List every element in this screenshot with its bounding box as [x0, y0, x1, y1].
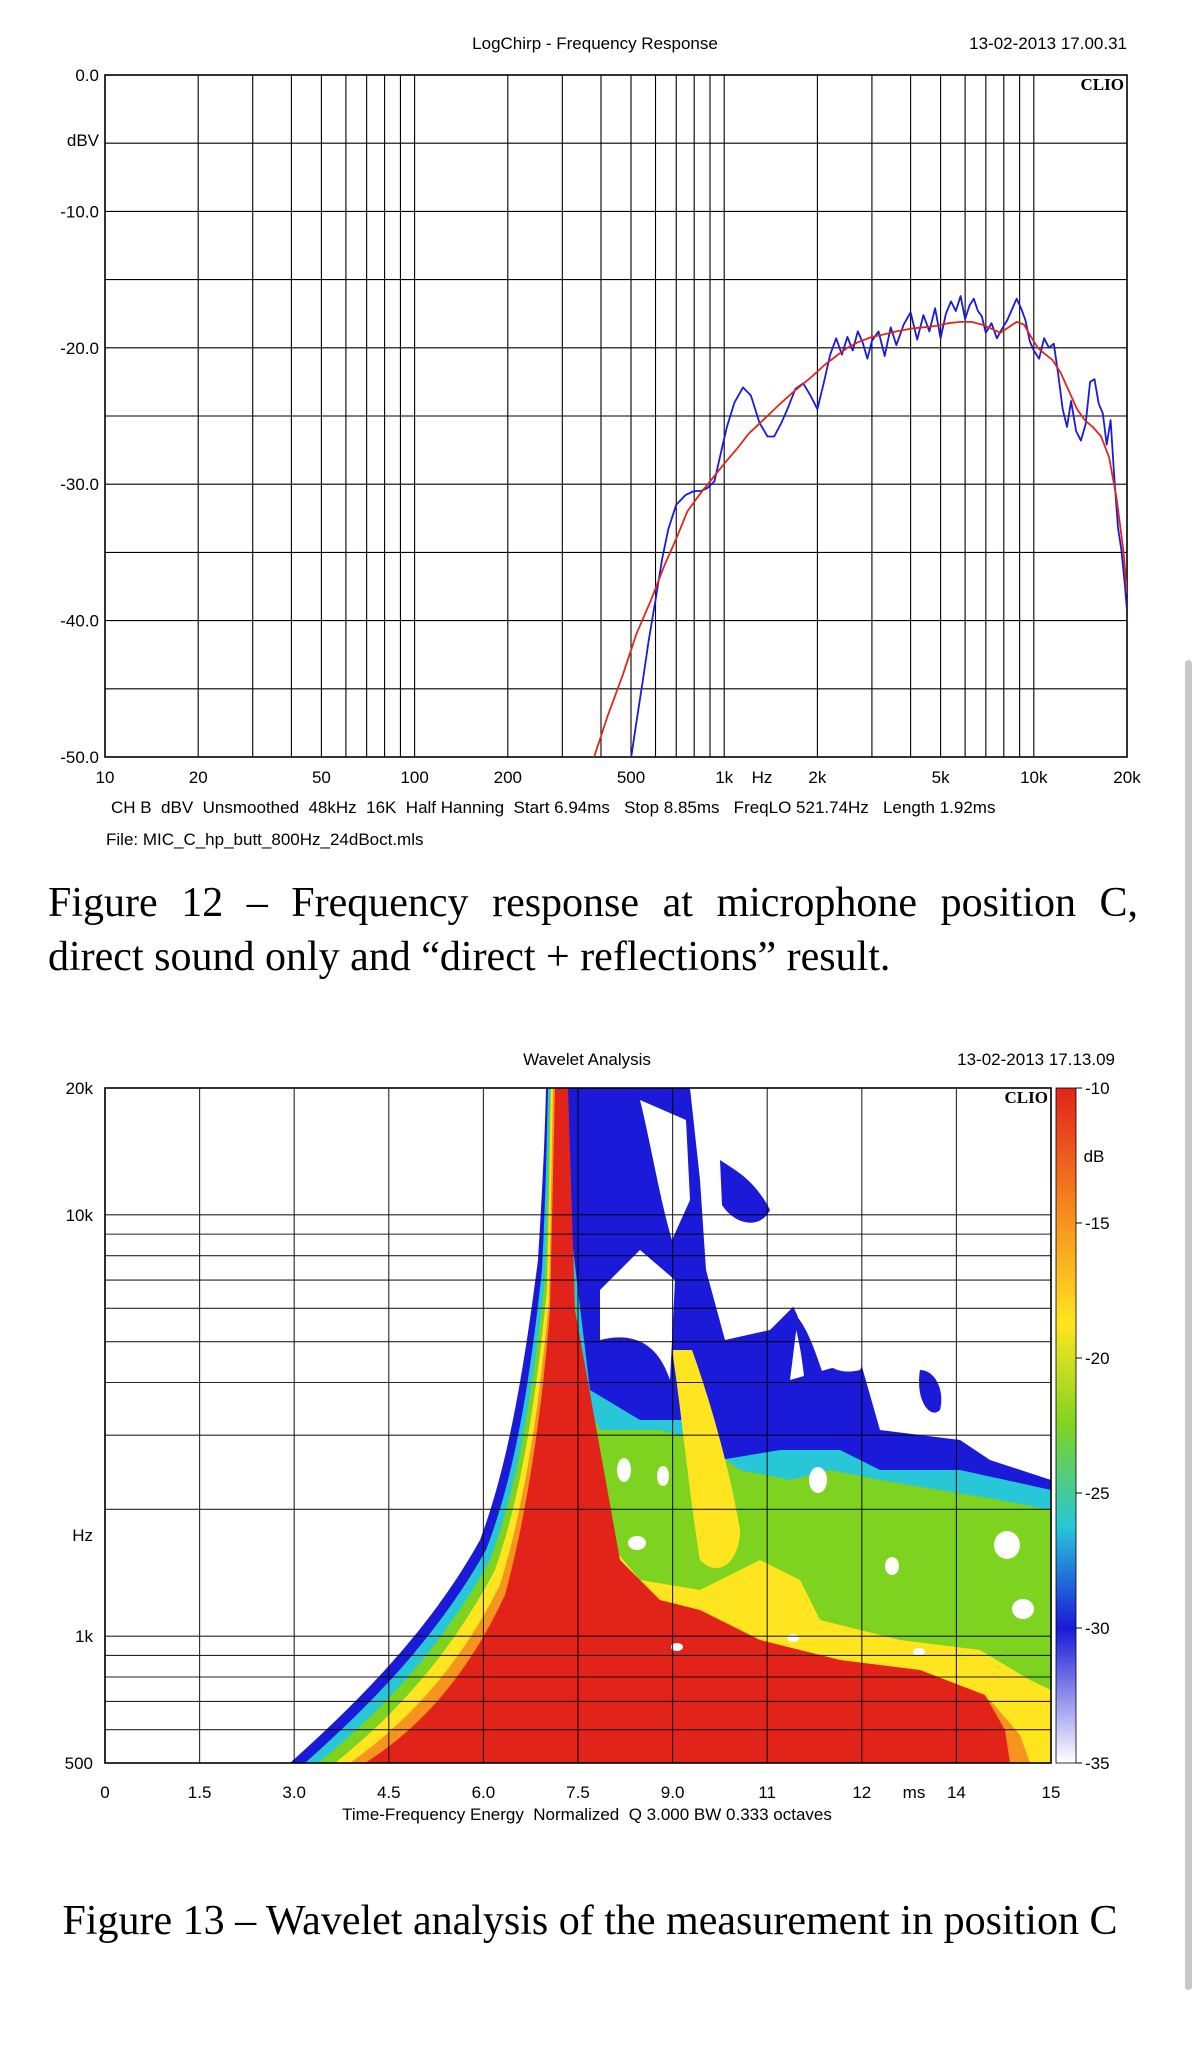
colorbar-tick-label: -10	[1085, 1079, 1110, 1098]
chart1-x-tick-label: 10	[96, 768, 115, 787]
chart1-file-line: File: MIC_C_hp_butt_800Hz_24dBoct.mls	[106, 830, 424, 849]
chart2-x-tick-label: 15	[1042, 1783, 1061, 1802]
chart1-title: LogChirp - Frequency Response	[472, 34, 718, 53]
chart1-x-tick-label: 500	[617, 768, 645, 787]
chart1-x-tick-label: 200	[494, 768, 522, 787]
heatmap-hole-10	[913, 1648, 925, 1656]
chart2-x-tick-label: 7.5	[566, 1783, 590, 1802]
chart2-plot-frame	[104, 1087, 1052, 1764]
chart1-y-tick-label: -10.0	[60, 202, 99, 221]
heatmap-hole-9	[787, 1634, 799, 1642]
colorbar-tick-label: -25	[1085, 1484, 1110, 1503]
chart1-brand-logo: CLIO	[1081, 75, 1124, 94]
colorbar-label: dB	[1084, 1147, 1105, 1166]
colorbar-tick-label: -30	[1085, 1619, 1110, 1638]
figure-13-caption: Figure 13 – Wavelet analysis of the meas…	[62, 1898, 1118, 1944]
chart1-timestamp: 13-02-2013 17.00.31	[969, 34, 1127, 53]
chart2-x-tick-label: 9.0	[661, 1783, 685, 1802]
chart1-series-smoothed-line	[593, 320, 1127, 757]
heatmap-hole-1	[617, 1458, 631, 1482]
colorbar-tick-label: -20	[1085, 1349, 1110, 1368]
chart1-plot-frame	[104, 74, 1128, 758]
heatmap-gap-3	[640, 1100, 690, 1240]
chart1-x-tick-label: 5k	[932, 768, 950, 787]
chart2-x-tick-label: 12	[852, 1783, 871, 1802]
chart1-series-direct-line	[630, 295, 1127, 757]
chart1-y-tick-label: -20.0	[60, 339, 99, 358]
heatmap-blob-blue-2	[580, 1100, 616, 1171]
wavelet-heatmap	[290, 1088, 1051, 1763]
scrollbar[interactable]	[1185, 660, 1192, 1990]
heatmap-ridge-9ms	[672, 1350, 740, 1569]
chart1-grid	[105, 74, 1127, 758]
chart2-y-tick-label: 20k	[66, 1079, 94, 1098]
chart2-timestamp: 13-02-2013 17.13.09	[957, 1050, 1115, 1069]
chart2-y-tick-label: 500	[65, 1754, 93, 1773]
heatmap-blank-upper-right	[760, 1088, 1051, 1330]
chart1-x-tick-label: 50	[312, 768, 331, 787]
heatmap-blob-blue-4	[919, 1370, 942, 1413]
heatmap-hole-6	[994, 1531, 1020, 1559]
chart2-x-tick-label: 11	[758, 1783, 776, 1802]
figure-12-caption: Figure 12 – Frequency response at microp…	[48, 880, 1138, 980]
heatmap-hole-7	[1012, 1599, 1034, 1619]
chart1-x-tick-label: 100	[400, 768, 428, 787]
chart2-title: Wavelet Analysis	[523, 1050, 651, 1069]
chart1-y-tick-label: 0.0	[75, 66, 99, 85]
heatmap-gap-2	[790, 1280, 880, 1372]
colorbar-tick-label: -15	[1085, 1214, 1110, 1233]
heatmap-hole-3	[628, 1536, 646, 1550]
chart2-x-tick-label: 3.0	[282, 1783, 306, 1802]
chart2-y-axis-label: Hz	[72, 1526, 93, 1545]
heatmap-hole-8	[671, 1643, 683, 1651]
chart2-y-tick-label: 10k	[66, 1206, 94, 1225]
chart1-x-tick-label: 10k	[1020, 768, 1048, 787]
chart1-y-tick-label: -50.0	[60, 748, 99, 767]
chart2-y-tick-label: 1k	[75, 1627, 93, 1646]
heatmap-hole-2	[657, 1466, 669, 1486]
heatmap-level-red	[365, 1088, 1010, 1763]
chart2-x-axis-label: ms	[903, 1783, 926, 1802]
chart2-x-tick-label: 1.5	[188, 1783, 212, 1802]
chart1-x-tick-label: 1k	[715, 768, 733, 787]
chart2-x-tick-label: 4.5	[377, 1783, 401, 1802]
chart2-x-tick-label: 6.0	[472, 1783, 496, 1802]
frequency-response-chart: LogChirp - Frequency Response 13-02-2013…	[60, 34, 1141, 849]
chart1-x-tick-label: 2k	[808, 768, 826, 787]
heatmap-blob-blue-1	[720, 1160, 770, 1223]
chart1-x-tick-label: 20k	[1113, 768, 1141, 787]
chart1-x-tick-label: 20	[189, 768, 208, 787]
chart2-grid	[104, 1087, 1052, 1763]
colorbar-tick-label: -35	[1085, 1754, 1110, 1773]
chart1-y-axis-label: dBV	[67, 131, 100, 150]
chart2-x-tick-label: 14	[947, 1783, 966, 1802]
chart2-y-tick-labels: 20k 10k 1k 500	[65, 1079, 94, 1773]
colorbar-tick-labels: -10 -15 -20 -25 -30 -35	[1076, 1079, 1110, 1773]
chart1-x-tick-labels: 10 20 50 100 200 500 1k 2k 5k 10k 20k	[96, 768, 1142, 787]
chart1-y-tick-label: -30.0	[60, 475, 99, 494]
chart2-footer-line: Time-Frequency Energy Normalized Q 3.000…	[342, 1805, 832, 1824]
chart1-y-tick-label: -40.0	[60, 612, 99, 631]
heatmap-hole-5	[885, 1557, 899, 1575]
chart1-info-line: CH B dBV Unsmoothed 48kHz 16K Half Hanni…	[111, 798, 995, 817]
chart1-x-axis-label: Hz	[752, 768, 773, 787]
chart1-series-group	[593, 295, 1127, 757]
wavelet-analysis-chart: Wavelet Analysis 13-02-2013 17.13.09	[65, 1050, 1115, 1824]
chart2-x-tick-labels: 0 1.5 3.0 4.5 6.0 7.5 9.0 11 12 14 15	[100, 1783, 1060, 1802]
heatmap-hole-4	[809, 1467, 827, 1493]
heatmap-gap-1	[600, 1250, 675, 1380]
chart2-x-tick-label: 0	[100, 1783, 109, 1802]
chart1-y-tick-labels: 0.0 -10.0 -20.0 -30.0 -40.0 -50.0	[60, 66, 99, 767]
heatmap-blob-blue-3	[790, 1310, 827, 1430]
chart2-brand-logo: CLIO	[1005, 1088, 1048, 1107]
colorbar	[1055, 1087, 1077, 1764]
